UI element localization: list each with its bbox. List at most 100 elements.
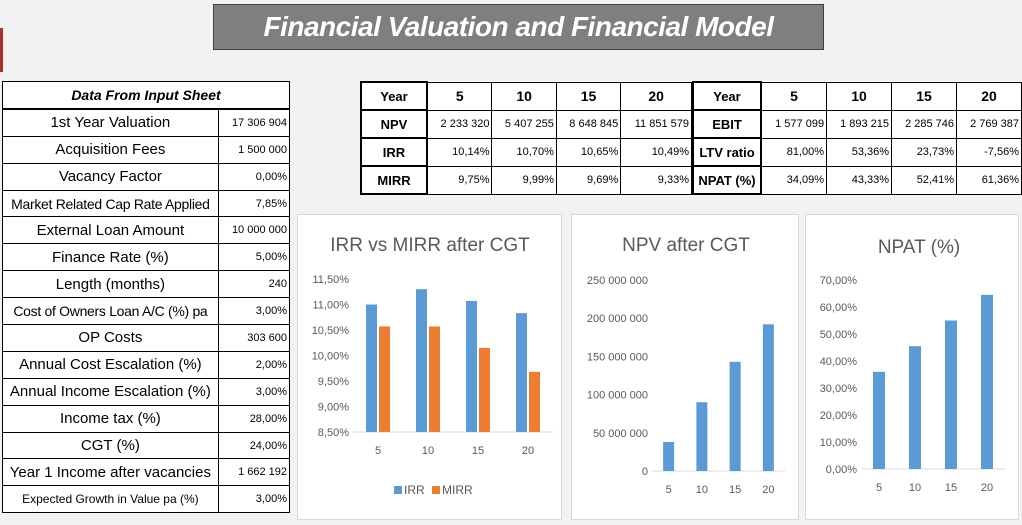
year-cell[interactable]: 5 bbox=[426, 81, 493, 111]
input-value[interactable]: 1 500 000 bbox=[217, 135, 291, 164]
result-cell[interactable]: 34,09% bbox=[760, 165, 828, 195]
input-label: Year 1 Income after vacancies bbox=[2, 458, 219, 487]
input-table-header: Data From Input Sheet bbox=[2, 80, 290, 110]
chart-bar bbox=[762, 324, 774, 471]
input-value[interactable]: 24,00% bbox=[217, 431, 291, 460]
input-label: Market Related Cap Rate Applied bbox=[2, 189, 219, 218]
input-value[interactable]: 3,00% bbox=[217, 377, 291, 406]
input-data-table: Data From Input Sheet 1st Year Valuation… bbox=[2, 80, 291, 514]
irr-mirr-chart[interactable]: IRR vs MIRR after CGT 11,50% 11,00% 10,50% 1… bbox=[297, 214, 562, 520]
y-tick-label: 70,00% bbox=[820, 275, 858, 287]
y-tick-label: 9,00% bbox=[318, 402, 349, 414]
result-cell[interactable]: 2 233 320 bbox=[426, 109, 493, 139]
result-cell[interactable]: 11 851 579 bbox=[620, 109, 692, 139]
y-tick-label: 9,50% bbox=[318, 376, 349, 388]
legend-label: MIRR bbox=[442, 483, 473, 497]
result-cell[interactable]: 23,73% bbox=[891, 137, 957, 167]
input-label: Annual Income Escalation (%) bbox=[2, 377, 219, 406]
result-cell[interactable]: 8 648 845 bbox=[555, 109, 622, 139]
y-tick-label: 11,50% bbox=[313, 274, 350, 286]
x-tick-label: 15 bbox=[472, 445, 484, 457]
row-label-mirr: MIRR bbox=[360, 165, 428, 195]
x-tick-label: 10 bbox=[909, 482, 921, 494]
npat-chart[interactable]: NPAT (%) 70,00% 60,00% 50,00% 40,00% 30,00% 20… bbox=[805, 214, 1019, 520]
y-tick-label: 10,50% bbox=[312, 325, 350, 337]
chart-title: IRR vs MIRR after CGT bbox=[330, 235, 530, 256]
left-edge-marker bbox=[0, 28, 3, 72]
chart-title: NPAT (%) bbox=[878, 237, 960, 258]
result-cell[interactable]: 1 893 215 bbox=[826, 109, 893, 139]
row-label-ltv: LTV ratio bbox=[692, 137, 762, 167]
title-banner: Financial Valuation and Financial Model bbox=[213, 4, 824, 50]
result-cell[interactable]: 9,69% bbox=[555, 165, 622, 195]
result-cell[interactable]: 10,70% bbox=[491, 137, 557, 167]
input-value[interactable]: 3,00% bbox=[217, 297, 291, 326]
input-value[interactable]: 7,85% bbox=[217, 189, 291, 218]
row-label-npat: NPAT (%) bbox=[692, 165, 762, 195]
result-cell[interactable]: 2 769 387 bbox=[956, 109, 1022, 139]
result-cell[interactable]: -7,56% bbox=[956, 137, 1022, 167]
irr-mirr-chart-svg: IRR vs MIRR after CGT 11,50% 11,00% 10,50% 1… bbox=[312, 235, 553, 497]
y-tick-label: 50,00% bbox=[820, 329, 858, 341]
chart-bar bbox=[416, 289, 427, 432]
input-value[interactable]: 240 bbox=[217, 270, 291, 299]
input-label: Expected Growth in Value pa (%) bbox=[2, 485, 219, 514]
input-label: Vacancy Factor bbox=[2, 162, 219, 191]
input-value[interactable]: 303 600 bbox=[217, 324, 291, 352]
y-tick-label: 40,00% bbox=[820, 356, 858, 368]
result-cell[interactable]: 9,99% bbox=[491, 165, 557, 195]
input-value[interactable]: 3,00% bbox=[217, 485, 291, 514]
input-label: Length (months) bbox=[2, 270, 219, 299]
y-tick-label: 250 000 000 bbox=[587, 275, 648, 287]
input-label: Finance Rate (%) bbox=[2, 243, 219, 272]
input-value[interactable]: 1 662 192 bbox=[217, 458, 291, 487]
legend-swatch bbox=[432, 486, 440, 494]
y-tick-label: 60,00% bbox=[820, 302, 858, 314]
input-value[interactable]: 0,00% bbox=[217, 162, 291, 191]
y-tick-label: 30,00% bbox=[820, 383, 858, 395]
result-cell[interactable]: 10,49% bbox=[620, 137, 692, 167]
npv-chart[interactable]: NPV after CGT 250 000 000 200 000 000 150 0… bbox=[571, 214, 799, 520]
chart-bar bbox=[516, 313, 527, 432]
input-label: External Loan Amount bbox=[2, 216, 219, 245]
npat-chart-svg: NPAT (%) 70,00% 60,00% 50,00% 40,00% 30,00% 20… bbox=[820, 237, 1005, 494]
result-cell[interactable]: 2 285 746 bbox=[891, 109, 957, 139]
result-cell[interactable]: 52,41% bbox=[891, 165, 957, 195]
result-cell[interactable]: 10,65% bbox=[555, 137, 622, 167]
year-cell[interactable]: 10 bbox=[826, 81, 893, 111]
input-label: 1st Year Valuation bbox=[2, 108, 219, 137]
result-cell[interactable]: 5 407 255 bbox=[491, 109, 557, 139]
year-cell[interactable]: 15 bbox=[891, 81, 957, 111]
y-tick-label: 0 bbox=[642, 466, 648, 478]
y-tick-label: 150 000 000 bbox=[587, 351, 648, 363]
input-value[interactable]: 28,00% bbox=[217, 404, 291, 433]
row-label-npv: NPV bbox=[360, 109, 428, 139]
year-cell[interactable]: 10 bbox=[491, 81, 557, 111]
result-cell[interactable]: 43,33% bbox=[826, 165, 893, 195]
result-cell[interactable]: 9,33% bbox=[620, 165, 692, 195]
result-cell[interactable]: 81,00% bbox=[760, 137, 828, 167]
year-cell[interactable]: 15 bbox=[555, 81, 622, 111]
chart-bar bbox=[379, 326, 390, 432]
input-label: Income tax (%) bbox=[2, 404, 219, 433]
year-cell[interactable]: 5 bbox=[760, 81, 828, 111]
result-cell[interactable]: 53,36% bbox=[826, 137, 893, 167]
input-value[interactable]: 17 306 904 bbox=[217, 108, 291, 137]
result-cell[interactable]: 10,14% bbox=[426, 137, 493, 167]
chart-bar bbox=[909, 346, 921, 469]
input-value[interactable]: 5,00% bbox=[217, 243, 291, 272]
result-cell[interactable]: 1 577 099 bbox=[760, 109, 828, 139]
chart-bar bbox=[729, 361, 741, 471]
input-value[interactable]: 2,00% bbox=[217, 350, 291, 379]
y-tick-label: 11,00% bbox=[313, 300, 350, 312]
year-cell[interactable]: 20 bbox=[956, 81, 1022, 111]
chart-title: NPV after CGT bbox=[622, 235, 750, 256]
result-cell[interactable]: 9,75% bbox=[426, 165, 493, 195]
year-cell[interactable]: 20 bbox=[620, 81, 692, 111]
ebit-ltv-npat-table: Year 5 10 15 20 EBIT 1 577 099 1 893 215… bbox=[692, 81, 1022, 195]
input-value[interactable]: 10 000 000 bbox=[217, 216, 291, 245]
chart-bar bbox=[945, 320, 957, 469]
result-cell[interactable]: 61,36% bbox=[956, 165, 1022, 195]
npv-irr-mirr-table: Year 5 10 15 20 NPV 2 233 320 5 407 255 … bbox=[360, 81, 692, 195]
y-tick-label: 20,00% bbox=[820, 410, 858, 422]
